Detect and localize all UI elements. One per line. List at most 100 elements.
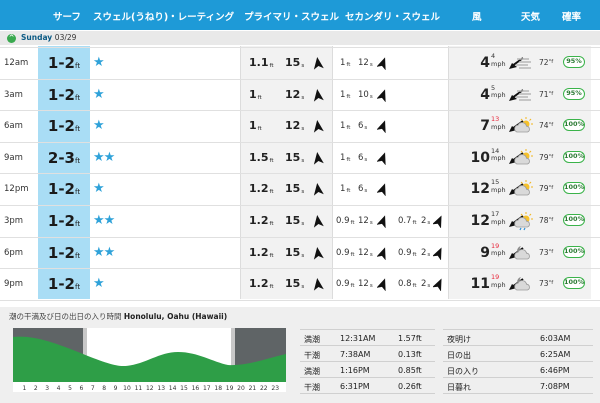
wind-speed: 11 [470,276,490,293]
divider [240,46,241,299]
col-surf: サーフ [53,12,81,23]
row-divider [0,205,600,206]
col-secondary-swell: セカンダリ・スウェル [345,12,441,23]
secondary-swell-height: 1ft [340,121,351,132]
probability-badge: 100% [563,119,585,132]
tide-time: 6:31PM [340,382,370,391]
secondary-swell-height: 1ft [340,89,351,100]
surf-height: 1-2ft [47,243,81,262]
tide-panel: 潮の干満及び日の出日の入り時間 Honolulu, Oahu (Hawaii) … [0,307,600,403]
table-line [443,329,593,330]
hour-label: 15 [180,385,188,392]
haze-icon [516,89,531,101]
table-line [300,329,435,330]
partly-cloudy-icon [514,117,533,133]
hour-label: 6 [79,385,83,392]
temperature: 78°f [539,216,554,225]
secondary-swell-height: 1ft [340,152,351,163]
wind-gust: 5 mph [491,83,506,100]
hour-label: 13 [157,385,165,392]
swell-rating-stars: ★★ [93,213,115,228]
sun-event-time: 6:25AM [540,350,571,359]
probability-badge: 95% [563,56,585,68]
tide-title: 潮の干満及び日の出日の入り時間 [9,312,122,321]
tide-time: 12:31AM [340,334,376,343]
row-divider [0,47,600,48]
primary-swell-height: 1.2ft [249,214,274,227]
forecast-row[interactable]: 6pm 1-2ft ★★ 1.2ft 15s 0.9ft 12s 0.9ft 2… [0,236,600,269]
sun-event-label: 日の出 [447,351,471,360]
hour-label: 7 [91,385,95,392]
surf-height: 1-2ft [47,85,81,104]
primary-swell-direction-icon [313,215,324,228]
secondary-swell-period: 6s [358,121,368,132]
table-line [443,377,593,378]
collapse-toggle-icon[interactable]: ^ [7,34,16,43]
temperature: 72°f [539,58,554,67]
probability-badge: 100% [563,150,585,163]
temperature: 73°f [539,279,554,289]
primary-swell-height: 1.2ft [249,182,274,196]
row-divider [0,141,600,143]
row-time: 3pm [4,216,24,226]
primary-swell-period: 15s [285,245,305,259]
row-divider [0,110,600,112]
table-line [443,393,593,394]
sun-event-time: 6:46PM [540,366,570,375]
tide-chart: 1 2 3 4 5 6 7 8 9 10 11 12 13 14 15 16 17 18 19 20 21 22 23 [13,328,286,392]
forecast-row[interactable]: 3am 1-2ft ★ 1ft 12s 1ft 10s 4 5 mph 71°f … [0,78,600,111]
secondary-swell-period: 6s [358,152,368,163]
primary-swell-direction-icon [313,278,324,291]
forecast-row[interactable]: 6am 1-2ft ★ 1ft 12s 1ft 6s 7 13 mph 74°f … [0,110,600,142]
secondary-swell-period: 12s [358,279,373,290]
hour-label: 8 [102,385,106,392]
day-bar[interactable]: ^ Sunday 03/29 [0,31,600,45]
col-swell-rating: スウェル(うねり)・レーティング [93,12,235,23]
tide-type: 満潮 [304,335,320,344]
secondary-swell-height: 1ft [340,184,351,195]
forecast-row[interactable]: 9am 2-3ft ★★ 1.5ft 15s 1ft 6s 10 14 mph 7… [0,141,600,174]
probability-badge: 100% [563,245,585,258]
primary-swell-period: 12s [285,119,305,133]
tide-height: 0.85ft [398,366,422,375]
col-primary-swell: プライマリ・スウェル [244,12,340,23]
wind-gust: 14 mph [491,146,506,163]
surf-height: 1-2ft [47,117,81,136]
wind-speed: 12 [470,181,490,198]
tide-table: 満潮 12:31AM 1.57ft 干潮 7:38AM 0.13ft 満潮 1:16… [0,307,600,403]
tide-height: 0.26ft [398,382,422,391]
tertiary-swell-direction-icon [433,278,442,292]
hour-label: 2 [34,385,38,392]
wind-gust: 17 mph [491,210,506,226]
swell-rating-stars: ★★ [93,149,115,165]
secondary-swell-height: 0.9ft [336,216,355,226]
forecast-row[interactable]: 12pm 1-2ft ★ 1.2ft 15s 1ft 6s 12 15 mph 7… [0,173,600,205]
primary-swell-direction-icon [313,183,324,197]
row-time: 3am [4,89,23,100]
forecast-row[interactable]: 9pm 1-2ft ★ 1.2ft 15s 0.9ft 12s 0.8ft 2s… [0,268,600,300]
primary-swell-period: 15s [285,56,305,69]
sun-event-label: 日の入り [447,367,479,376]
table-line [300,377,435,378]
sun-event-label: 夜明け [447,335,471,344]
col-wind: 風 [472,12,482,23]
hour-label: 11 [135,385,143,392]
hour-label: 5 [68,385,72,392]
hour-label: 9 [114,385,118,392]
secondary-swell-period: 12s [358,216,373,226]
tide-type: 干潮 [304,383,320,392]
wind-speed: 4 [480,55,490,71]
row-time: 12am [4,58,29,68]
surf-height: 2-3ft [47,148,81,167]
temperature: 79°f [539,184,554,194]
wind-gust: 19 mph [491,273,506,289]
secondary-swell-direction-icon [377,246,386,260]
tertiary-swell-height: 0.7ft [398,216,417,226]
secondary-swell-period: 6s [358,184,368,195]
row-time: 12pm [4,184,29,195]
forecast-row[interactable]: 3pm 1-2ft ★★ 1.2ft 15s 0.9ft 12s 0.7ft 2… [0,205,600,237]
hour-label: 16 [192,385,200,392]
forecast-row[interactable]: 12am 1-2ft ★ 1.1ft 15s 1ft 12s 4 4 mph 72… [0,47,600,79]
tide-height: 0.13ft [398,350,422,359]
